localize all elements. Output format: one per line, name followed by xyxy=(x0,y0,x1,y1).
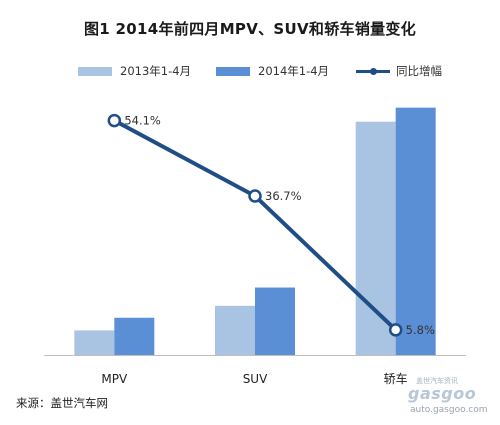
bar-2014-0 xyxy=(114,317,155,355)
growth-point xyxy=(248,189,262,203)
watermark-cn: 盖世汽车资讯 xyxy=(416,377,458,385)
legend-item-growth: 同比增幅 xyxy=(356,63,442,79)
legend-item-2014: 2014年1-4月 xyxy=(216,63,329,79)
chart-title-text: 图1 2014年前四月MPV、SUV和轿车销量变化 xyxy=(83,20,417,38)
legend-label-2013: 2013年1-4月 xyxy=(120,64,192,78)
growth-data-label: 5.8% xyxy=(406,323,435,337)
growth-data-label: 36.7% xyxy=(265,189,302,203)
growth-point xyxy=(107,113,122,128)
legend-swatch-2014 xyxy=(216,66,250,76)
source-note: 来源：盖世汽车网 xyxy=(16,396,108,410)
x-tick-label: SUV xyxy=(243,372,268,386)
bar-2013-2 xyxy=(355,121,396,356)
bar-2014-2 xyxy=(395,107,436,355)
chart-title: 图1 2014年前四月MPV、SUV和轿车销量变化 xyxy=(0,18,500,39)
legend-item-2013: 2013年1-4月 xyxy=(78,63,191,79)
bar-2013-0 xyxy=(74,330,115,355)
legend-label-2014: 2014年1-4月 xyxy=(258,64,330,78)
gasgoo-watermark: 盖世汽车资讯 gasgoo auto.gasgoo.com xyxy=(408,377,490,418)
x-tick-label: MPV xyxy=(101,372,128,386)
legend-swatch-2013 xyxy=(78,66,112,76)
growth-data-label: 54.1% xyxy=(124,114,161,128)
bar-2013-1 xyxy=(215,305,255,355)
watermark-brand: gasgoo xyxy=(408,384,477,403)
chart-legend: 2013年1-4月 2014年1-4月 同比增幅 xyxy=(0,63,500,81)
legend-line-swatch xyxy=(356,66,390,76)
watermark-url: auto.gasgoo.com xyxy=(410,405,488,415)
x-tick-label: 轿车 xyxy=(384,371,408,386)
legend-label-growth: 同比增幅 xyxy=(396,64,442,78)
growth-point xyxy=(388,323,403,337)
bar-2014-1 xyxy=(255,287,295,355)
